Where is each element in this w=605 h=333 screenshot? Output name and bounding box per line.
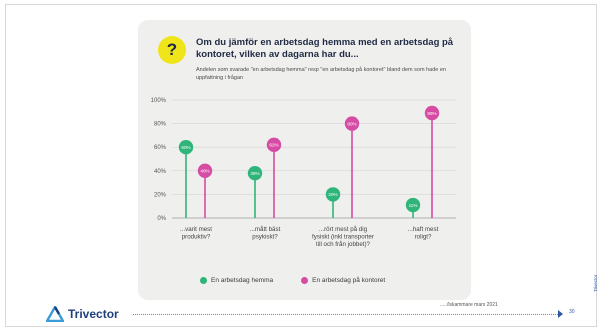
page-number: 30 <box>569 309 575 315</box>
legend-swatch-office <box>301 277 309 284</box>
footer-arrow-icon <box>558 310 563 318</box>
question-badge: ? <box>158 36 186 64</box>
chart-card <box>138 20 471 300</box>
x-category-line: fysiskt (inkl transporter <box>312 234 374 241</box>
legend-item-office: En arbetsdag på kontoret <box>301 277 385 284</box>
lollipop-point <box>344 116 360 131</box>
chart-title: Om du jämför en arbetsdag hemma med en a… <box>196 37 454 60</box>
data-label: 40% <box>200 169 209 174</box>
legend-label-office: En arbetsdag på kontoret <box>312 277 386 284</box>
data-label: 60% <box>181 145 190 150</box>
y-tick-label: 0% <box>157 216 166 222</box>
lollipop-point <box>247 165 263 181</box>
source-note: ...../lskammare mars 2021 <box>440 302 498 308</box>
data-label: 80% <box>347 121 356 126</box>
x-category-label: ...rört mest på dig fysiskt (inkl transpo… <box>312 226 374 248</box>
data-label: 20% <box>328 192 337 197</box>
triangle-logo-icon <box>46 306 64 322</box>
data-label: 89% <box>427 111 436 116</box>
lollipop-point <box>405 197 421 213</box>
y-tick-label: 40% <box>154 169 167 175</box>
lollipop-point <box>178 140 194 155</box>
x-category-label: ...mått bäst psykiskt? <box>250 226 281 241</box>
side-brand: Trivector <box>593 274 598 292</box>
x-category-line: ...mått bäst <box>250 226 281 233</box>
x-category-line: ...haft mest <box>408 226 439 233</box>
legend-label-home: En arbetsdag hemma <box>211 277 274 284</box>
data-label: 62% <box>269 143 278 148</box>
y-tick-label: 80% <box>154 122 167 128</box>
data-label: 11% <box>409 203 418 208</box>
trivector-logo: Trivector <box>46 306 119 322</box>
footer-dotted-line <box>133 314 558 315</box>
y-tick-label: 100% <box>151 98 167 104</box>
lollipop-point <box>266 137 282 153</box>
chart-legend: En arbetsdag hemma En arbetsdag på konto… <box>200 277 413 284</box>
y-tick-label: 20% <box>154 192 167 198</box>
lollipop-point <box>424 105 440 121</box>
lollipop-point <box>197 163 213 178</box>
x-category-label: ...haft mest roligt? <box>408 226 439 241</box>
x-category-label: ...varit mest produktiv? <box>180 226 212 241</box>
y-tick-label: 60% <box>154 145 167 151</box>
legend-item-home: En arbetsdag hemma <box>200 277 273 284</box>
logo-text: Trivector <box>68 307 119 321</box>
x-category-line: roligt? <box>415 234 432 241</box>
lollipop-point <box>325 187 341 202</box>
x-category-line: till och från jobbet)? <box>316 241 371 248</box>
x-category-line: ...rört mest på dig <box>319 226 368 233</box>
x-category-line: psykiskt? <box>252 234 278 241</box>
chart-subtitle: Andelen som svarade "en arbetsdag hemma"… <box>196 67 446 81</box>
x-category-line: ...varit mest <box>180 226 212 233</box>
x-category-line: produktiv? <box>182 234 211 241</box>
legend-swatch-home <box>200 277 207 284</box>
data-label: 38% <box>250 171 259 176</box>
